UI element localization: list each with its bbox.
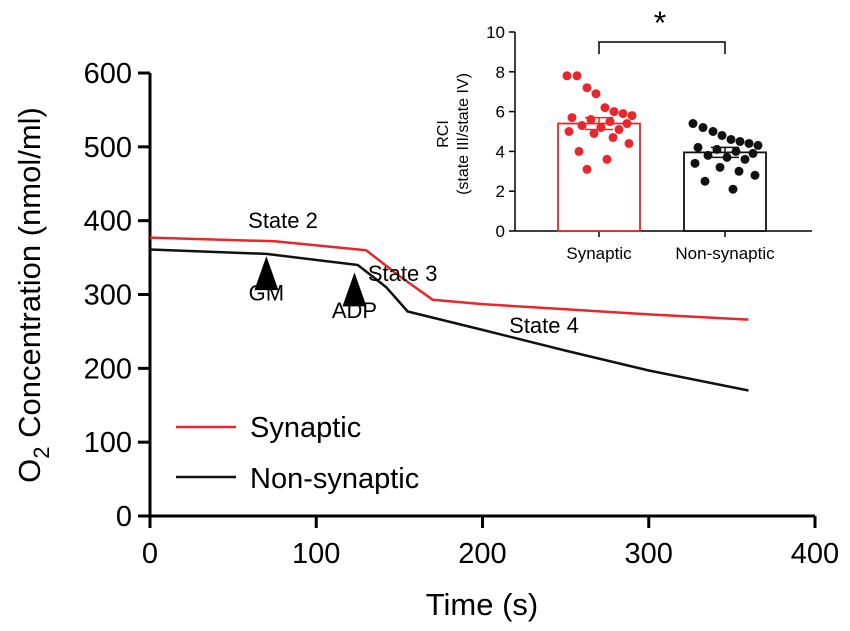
y-axis-label-sub: 2 (29, 447, 54, 459)
inset-point-synaptic (567, 113, 577, 123)
main-annotations: State 2 State 3 State 4 GM ADP (248, 208, 579, 338)
inset-point-non-synaptic (712, 144, 722, 154)
significance-bracket: * (598, 5, 726, 54)
y-tick-label: 200 (84, 353, 132, 385)
inset-point-non-synaptic (740, 154, 750, 164)
y-tick-label: 300 (84, 280, 132, 312)
annotation-state-3: State 3 (368, 261, 438, 286)
x-tick-label: 300 (625, 538, 673, 570)
y-tick-label: 100 (84, 427, 132, 459)
series-line-non-synaptic (149, 248, 749, 392)
inset-category-non-synaptic: Non-synaptic (675, 244, 775, 263)
main-axes: 0 100 200 300 400 500 600 0 100 200 300 400 (84, 58, 840, 570)
annotation-state-2: State 2 (248, 208, 318, 233)
inset-point-non-synaptic (693, 142, 703, 152)
inset-point-synaptic (586, 115, 596, 125)
inset-point-non-synaptic (717, 130, 727, 140)
x-tick-label: 0 (142, 538, 158, 570)
inset-point-non-synaptic (700, 176, 710, 186)
y-axis-label-o: O (12, 459, 47, 483)
inset-point-synaptic (564, 127, 574, 136)
inset-y-label-line2: (state III/state IV) (455, 73, 472, 195)
series-line-synaptic (149, 236, 749, 321)
x-tick-label: 100 (292, 538, 340, 570)
legend: Synaptic Non-synaptic (176, 412, 419, 495)
inset-point-non-synaptic (698, 123, 708, 133)
legend-label-synaptic: Synaptic (250, 412, 361, 444)
inset-y-tick-label: 0 (496, 222, 505, 241)
inset-point-synaptic (572, 71, 582, 81)
y-tick-label: 400 (84, 206, 132, 238)
inset-point-synaptic (627, 111, 637, 121)
inset-point-synaptic (596, 123, 606, 133)
annotation-state-4: State 4 (509, 313, 579, 338)
inset-category-synaptic: Synaptic (566, 244, 632, 263)
inset-point-synaptic (582, 83, 592, 93)
inset-point-synaptic (577, 121, 587, 131)
inset-point-synaptic (602, 154, 612, 164)
inset-point-non-synaptic (726, 134, 736, 144)
inset-point-non-synaptic (703, 150, 713, 160)
inset-point-non-synaptic (750, 170, 760, 180)
inset-point-synaptic (600, 103, 610, 113)
significance-star: * (654, 5, 666, 41)
inset-point-non-synaptic (728, 184, 738, 194)
inset-point-non-synaptic (715, 162, 725, 172)
inset-point-non-synaptic (735, 136, 745, 146)
inset-point-non-synaptic (744, 138, 754, 148)
inset-point-synaptic (582, 164, 592, 174)
inset-y-tick-label: 4 (496, 142, 505, 161)
y-axis-label: O2 Concentration (nmol/ml) (12, 107, 54, 483)
inset-point-non-synaptic (753, 140, 763, 150)
inset-point-non-synaptic (688, 119, 698, 129)
main-series (149, 236, 749, 392)
inset-point-non-synaptic (734, 166, 744, 176)
annotation-gm: GM (249, 280, 284, 305)
inset-point-non-synaptic (722, 152, 732, 162)
inset-points (562, 71, 763, 194)
inset-point-non-synaptic (708, 127, 718, 136)
inset-bars (557, 116, 767, 232)
inset-point-synaptic (589, 128, 599, 138)
x-tick-label: 200 (458, 538, 506, 570)
x-axis-label: Time (s) (426, 587, 539, 622)
y-tick-label: 0 (116, 501, 132, 533)
inset-y-tick-label: 6 (496, 103, 505, 122)
inset-point-non-synaptic (690, 158, 700, 168)
inset-point-synaptic (562, 71, 572, 81)
inset-y-tick-label: 10 (486, 23, 505, 42)
significance-bracket-line (598, 41, 726, 54)
y-tick-label: 600 (84, 58, 132, 90)
arrow-marker-adp (342, 272, 367, 307)
inset-point-synaptic (614, 125, 624, 135)
inset-point-synaptic (622, 119, 632, 129)
inset-y-tick-label: 8 (496, 63, 505, 82)
x-tick-label: 400 (791, 538, 839, 570)
inset-point-synaptic (591, 89, 601, 99)
y-tick-label: 500 (84, 132, 132, 164)
inset-point-synaptic (624, 138, 634, 148)
inset-point-non-synaptic (748, 148, 758, 158)
y-axis-label-rest: Concentration (nmol/ml) (12, 107, 47, 446)
annotation-adp: ADP (332, 298, 377, 323)
inset-point-synaptic (574, 146, 584, 156)
inset-y-tick-label: 2 (496, 182, 505, 201)
arrow-marker-gm (254, 256, 279, 291)
inset-point-synaptic (609, 107, 619, 117)
inset-point-synaptic (608, 132, 618, 142)
inset-y-label-line1: RCI (435, 120, 452, 148)
legend-label-non-synaptic: Non-synaptic (250, 463, 419, 495)
inset-point-synaptic (618, 109, 628, 119)
inset-point-synaptic (605, 117, 615, 127)
inset-point-non-synaptic (731, 146, 741, 156)
